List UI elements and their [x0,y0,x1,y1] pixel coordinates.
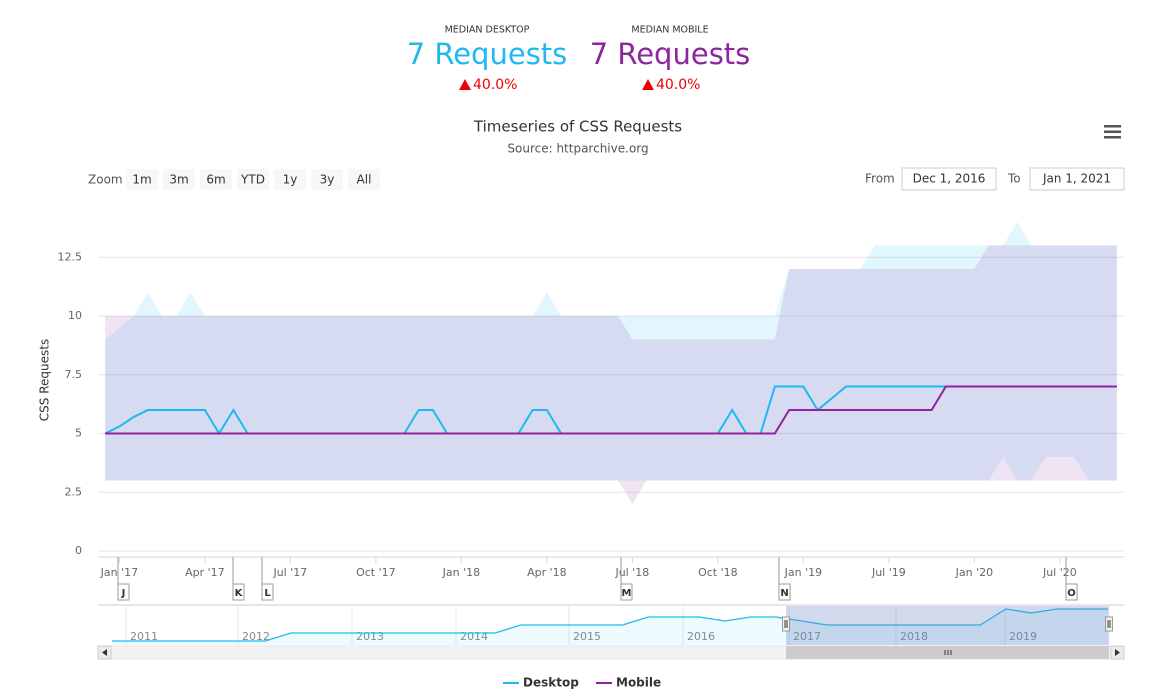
x-tick-label: Jul '17 [272,566,307,579]
summary-change: 40.0% [473,77,517,93]
up-arrow [459,79,471,90]
to-value[interactable]: Jan 1, 2021 [1042,172,1111,186]
navigator-year: 2018 [900,630,928,643]
x-tick-label: Oct '18 [698,566,738,579]
scrollbar-grip [944,650,952,655]
x-tick-label: Jan '17 [100,566,138,579]
summary-value: 7 Requests [407,37,568,71]
legend-label[interactable]: Mobile [616,676,661,690]
zoom-button[interactable] [237,169,269,190]
to-input[interactable] [1029,167,1125,191]
chart-subtitle: Source: httparchive.org [507,142,648,156]
zoom-button[interactable] [200,169,232,190]
navigator-area [112,609,1108,645]
x-tick-label: Jul '18 [614,566,649,579]
summary-value: 7 Requests [590,37,751,71]
menu-bar [1104,136,1121,139]
y-axis-label: CSS Requests [38,339,52,421]
x-tick-label: Jul '19 [871,566,906,579]
x-tick-label: Jan '19 [784,566,822,579]
from-label: From [865,172,895,186]
summary-label: MEDIAN MOBILE [631,25,708,36]
x-tick-label: Jan '18 [442,566,480,579]
navigator-line [112,608,1108,642]
flag [261,583,274,601]
navigator-handle[interactable] [1105,616,1113,632]
from-input[interactable] [901,167,997,191]
flag [1065,583,1078,601]
y-tick-label: 0 [75,544,82,557]
arrow [102,649,107,656]
chart-title: Timeseries of CSS Requests [473,118,682,136]
x-tick-label: Oct '17 [356,566,396,579]
navigator-handle[interactable] [782,616,790,632]
zoom-button-label[interactable]: All [357,173,372,187]
flag-label: N [780,588,788,599]
zoom-button[interactable] [348,169,380,190]
menu-bar [1104,130,1121,133]
flag [620,583,633,601]
flag-label: L [264,588,271,599]
to-label: To [1007,172,1021,186]
y-tick-label: 10 [68,309,82,322]
y-tick-label: 12.5 [58,250,83,263]
zoom-button[interactable] [163,169,195,190]
menu-button[interactable] [1100,120,1126,144]
flag [232,583,245,601]
flag [778,583,791,601]
navigator-year: 2019 [1009,630,1037,643]
zoom-button-label[interactable]: 1y [283,173,298,187]
zoom-button-label[interactable]: YTD [240,173,265,187]
flag-label: J [121,588,126,599]
zoom-button[interactable] [311,169,343,190]
y-tick-label: 5 [75,427,82,440]
zoom-button-label[interactable]: 6m [206,173,225,187]
arrow [1115,649,1120,656]
zoom-button-label[interactable]: 3y [320,173,335,187]
y-tick-label: 7.5 [65,368,83,381]
navigator-mask[interactable] [786,606,1109,645]
x-tick-label: Jan '20 [955,566,993,579]
flag-label: K [235,588,244,599]
y-tick-label: 2.5 [65,485,83,498]
legend: Desktop Mobile [503,676,661,690]
navigator-year: 2017 [793,630,821,643]
summary-label: MEDIAN DESKTOP [445,25,530,36]
flag-label: M [622,588,632,599]
range-band [105,245,1117,504]
x-tick-label: Apr '18 [527,566,567,579]
range-band [105,222,1117,481]
flag-label: O [1067,588,1076,599]
from-value[interactable]: Dec 1, 2016 [913,172,986,186]
x-tick-label: Jul '20 [1042,566,1077,579]
zoom-button[interactable] [274,169,306,190]
zoom-button-label[interactable]: 1m [132,173,151,187]
zoom-label: Zoom [88,173,123,187]
series-line [105,385,1117,435]
legend-label[interactable]: Desktop [523,676,579,690]
x-tick-label: Apr '17 [185,566,225,579]
summary-change: 40.0% [656,77,700,93]
handle-grip [1107,620,1111,628]
menu-bar [1104,125,1121,128]
zoom-button-label[interactable]: 3m [169,173,188,187]
handle-grip [784,620,788,628]
flag [117,583,130,601]
zoom-button[interactable] [126,169,158,190]
navigator-year: 2016 [687,630,715,643]
navigator-year: 2015 [573,630,601,643]
navigator-year: 2012 [242,630,270,643]
navigator-year: 2011 [130,630,158,643]
up-arrow [642,79,654,90]
